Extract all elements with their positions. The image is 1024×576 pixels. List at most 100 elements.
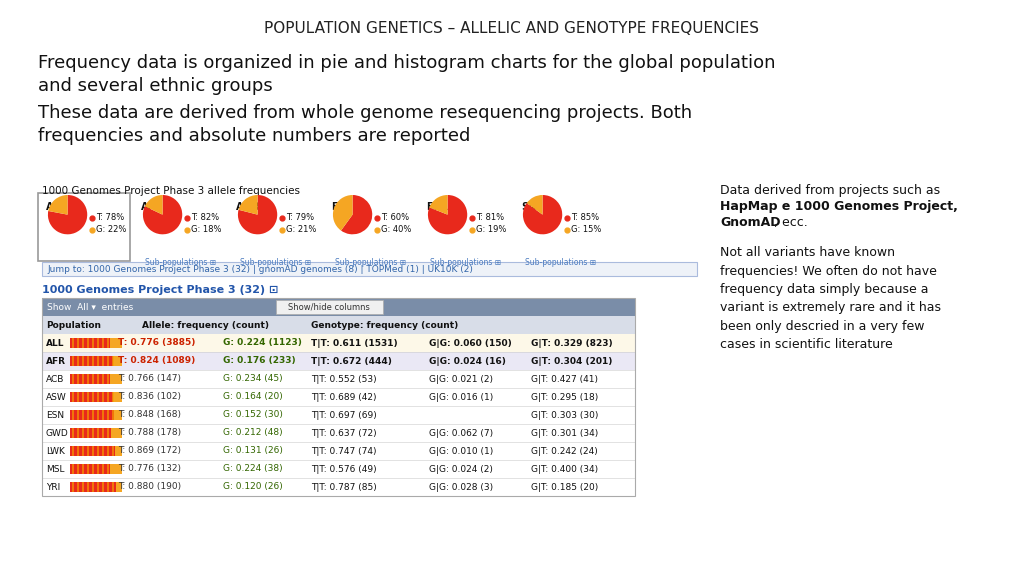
Text: T: 0.788 (178): T: 0.788 (178)	[118, 429, 181, 438]
Bar	[114, 392, 122, 402]
Bar	[112, 446, 114, 456]
Bar	[97, 338, 99, 348]
Text: Sub-populations ⊞: Sub-populations ⊞	[336, 258, 407, 267]
Text: GWD: GWD	[46, 429, 69, 438]
Bar	[77, 374, 79, 384]
Text: Data derived from projects such as: Data derived from projects such as	[720, 184, 940, 197]
Bar	[97, 392, 99, 402]
Bar	[42, 442, 635, 460]
Text: 1000 Genomes Project Phase 3 (32) ⊡: 1000 Genomes Project Phase 3 (32) ⊡	[42, 285, 279, 295]
Text: T|T: 0.637 (72): T|T: 0.637 (72)	[311, 429, 377, 438]
Bar	[92, 482, 94, 492]
Bar	[70, 410, 122, 420]
FancyBboxPatch shape	[38, 193, 130, 261]
Bar	[82, 482, 84, 492]
Bar	[106, 392, 109, 402]
Text: POPULATION GENETICS – ALLELIC AND GENOTYPE FREQUENCIES: POPULATION GENETICS – ALLELIC AND GENOTY…	[264, 21, 760, 36]
Text: LWK: LWK	[46, 446, 65, 456]
Text: G: 0.212 (48): G: 0.212 (48)	[223, 429, 283, 438]
Bar	[82, 428, 84, 438]
Bar	[42, 460, 635, 478]
Text: ALL: ALL	[46, 202, 66, 212]
Text: MSL: MSL	[46, 464, 65, 473]
Bar	[72, 428, 74, 438]
Wedge shape	[523, 195, 562, 234]
Bar	[70, 338, 122, 348]
Bar	[70, 356, 113, 366]
Bar	[87, 392, 89, 402]
Text: Show  All ▾  entries: Show All ▾ entries	[47, 302, 133, 312]
Text: T: 81%: T: 81%	[476, 214, 504, 222]
Bar	[82, 338, 84, 348]
Bar	[77, 410, 79, 420]
Bar	[112, 356, 114, 366]
Text: T: 79%: T: 79%	[286, 214, 314, 222]
Bar	[42, 316, 635, 334]
Wedge shape	[333, 195, 352, 230]
Text: Jump to: 1000 Genomes Project Phase 3 (32) | gnomAD genomes (8) | TOPMed (1) | U: Jump to: 1000 Genomes Project Phase 3 (3…	[47, 264, 473, 274]
FancyBboxPatch shape	[42, 262, 697, 276]
Text: Frequency data is organized in pie and histogram charts for the global populatio: Frequency data is organized in pie and h…	[38, 54, 775, 95]
Bar	[70, 392, 114, 402]
Text: G: 0.224 (1123): G: 0.224 (1123)	[223, 339, 302, 347]
Text: T|T: 0.689 (42): T|T: 0.689 (42)	[311, 392, 377, 401]
Text: T: 0.848 (168): T: 0.848 (168)	[118, 411, 181, 419]
Bar	[114, 410, 122, 420]
Bar	[70, 446, 115, 456]
Bar	[106, 356, 109, 366]
Text: T|T: 0.697 (69): T|T: 0.697 (69)	[311, 411, 377, 419]
Bar	[87, 446, 89, 456]
Text: T|T: 0.611 (1531): T|T: 0.611 (1531)	[311, 339, 397, 347]
Text: G: 0.152 (30): G: 0.152 (30)	[223, 411, 283, 419]
Bar	[102, 464, 104, 474]
Text: G: 19%: G: 19%	[476, 225, 507, 234]
Bar	[102, 374, 104, 384]
Bar	[70, 428, 122, 438]
Bar	[92, 392, 94, 402]
Wedge shape	[143, 195, 182, 234]
Text: G: 0.164 (20): G: 0.164 (20)	[223, 392, 283, 401]
Text: Not all variants have known
frequencies! We often do not have
frequency data sim: Not all variants have known frequencies!…	[720, 246, 941, 351]
Text: T|T: 0.787 (85): T|T: 0.787 (85)	[311, 483, 377, 491]
Text: T: 0.836 (102): T: 0.836 (102)	[118, 392, 181, 401]
Text: ACB: ACB	[46, 374, 65, 384]
Bar	[82, 410, 84, 420]
Bar	[97, 464, 99, 474]
Text: T: 85%: T: 85%	[571, 214, 599, 222]
Bar	[111, 338, 122, 348]
Bar	[87, 356, 89, 366]
Bar	[82, 374, 84, 384]
Bar	[92, 338, 94, 348]
Bar	[70, 428, 111, 438]
Bar	[106, 446, 109, 456]
Text: G: 21%: G: 21%	[286, 225, 316, 234]
Text: HapMap e 1000 Genomes Project,: HapMap e 1000 Genomes Project,	[720, 200, 957, 213]
Text: G|G: 0.024 (16): G|G: 0.024 (16)	[429, 357, 506, 366]
Bar	[77, 446, 79, 456]
Bar	[97, 446, 99, 456]
Text: T: 0.776 (3885): T: 0.776 (3885)	[118, 339, 196, 347]
Bar	[106, 338, 109, 348]
Bar	[87, 338, 89, 348]
Bar	[70, 374, 110, 384]
Text: G|T: 0.295 (18): G|T: 0.295 (18)	[531, 392, 598, 401]
Bar	[92, 374, 94, 384]
Text: G|G: 0.060 (150): G|G: 0.060 (150)	[429, 339, 512, 347]
Text: T|T: 0.552 (53): T|T: 0.552 (53)	[311, 374, 377, 384]
Text: G|T: 0.185 (20): G|T: 0.185 (20)	[531, 483, 598, 491]
Bar	[97, 482, 99, 492]
Bar	[72, 464, 74, 474]
Bar	[97, 356, 99, 366]
Bar	[42, 370, 635, 388]
Bar	[72, 446, 74, 456]
Text: GnomAD: GnomAD	[720, 216, 780, 229]
Bar	[42, 334, 635, 352]
Bar	[72, 392, 74, 402]
Bar	[72, 482, 74, 492]
Bar	[106, 482, 109, 492]
Text: T: 0.766 (147): T: 0.766 (147)	[118, 374, 181, 384]
Bar	[72, 374, 74, 384]
Text: G|G: 0.021 (2): G|G: 0.021 (2)	[429, 374, 493, 384]
Bar	[102, 482, 104, 492]
Text: G|G: 0.016 (1): G|G: 0.016 (1)	[429, 392, 494, 401]
